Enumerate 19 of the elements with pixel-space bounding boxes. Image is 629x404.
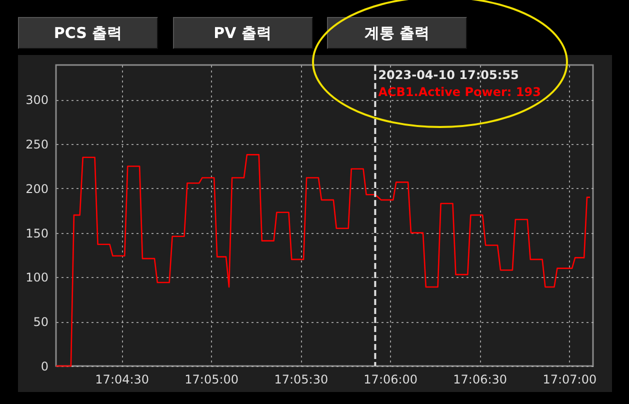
text: 계통 출력 (327, 17, 467, 49)
ref-line-label: 2023-04-10 17:05:55 (378, 68, 519, 82)
x-tick-label: 17:06:00 (364, 372, 418, 386)
y-tick-label: 150 (26, 226, 48, 240)
line-series (55, 154, 591, 367)
y-tick-label: 200 (26, 182, 48, 196)
y-tick-label: 100 (26, 270, 48, 285)
x-tick-label: 17:05:30 (274, 372, 328, 386)
x-tick-label: 17:07:00 (542, 372, 597, 386)
x-tick-label: 17:05:00 (184, 372, 239, 386)
x-tick-label: 17:06:30 (453, 372, 508, 386)
y-tick-label: 0 (40, 360, 48, 374)
annotation: ACB1.Active Power: 193 (378, 85, 541, 99)
y-tick-label: 300 (26, 93, 48, 108)
y-tick-label: 50 (33, 315, 48, 330)
text: PV 출력 (172, 17, 312, 49)
y-tick-label: 250 (26, 138, 48, 152)
text: PCS 출력 (18, 17, 158, 49)
x-tick-label: 17:04:30 (95, 372, 150, 386)
